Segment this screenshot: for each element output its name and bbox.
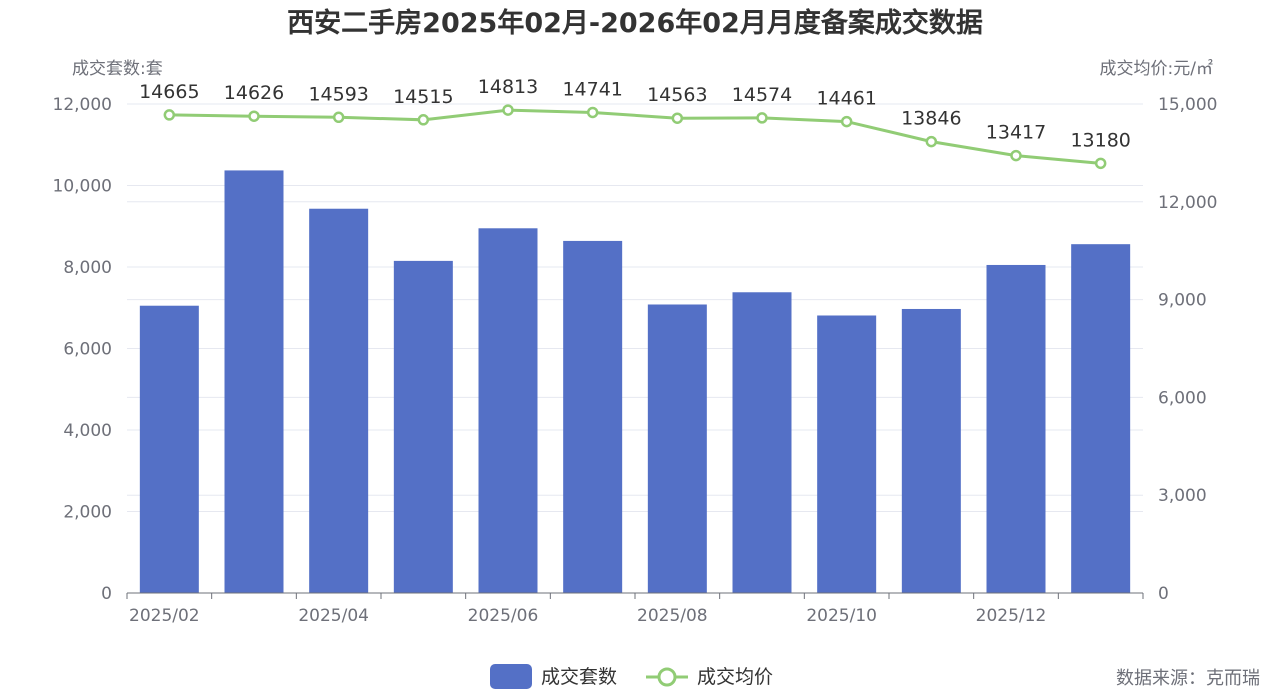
line-series: 14665 14626 14593 14515 14813 14741 14563 14574… xyxy=(139,76,1131,170)
left-tick-label: 2,000 xyxy=(63,503,112,523)
legend-bar-swatch xyxy=(490,664,532,689)
right-tick-label: 0 xyxy=(1158,584,1169,604)
bar xyxy=(986,264,1046,593)
left-tick-label: 0 xyxy=(101,584,112,604)
bar xyxy=(478,228,538,593)
bar xyxy=(563,240,623,594)
price-point xyxy=(502,104,514,116)
left-tick-label: 10,000 xyxy=(53,177,112,197)
source-note: 数据来源：克而瑞 xyxy=(1116,668,1260,689)
right-tick-label: 6,000 xyxy=(1158,388,1207,408)
x-tick-label: 2025/02 xyxy=(129,606,200,626)
legend-line-marker xyxy=(657,667,677,687)
bar xyxy=(901,308,961,593)
bar xyxy=(309,208,369,594)
price-data-label: 13846 xyxy=(901,108,961,130)
price-data-label: 13417 xyxy=(986,122,1046,144)
price-point xyxy=(332,111,345,124)
right-tick-label: 12,000 xyxy=(1158,193,1217,213)
legend-bar-label: 成交套数 xyxy=(541,666,617,688)
price-data-label: 14461 xyxy=(816,88,876,110)
right-tick-label: 9,000 xyxy=(1158,291,1207,311)
price-point xyxy=(840,115,853,128)
price-point xyxy=(586,106,599,119)
price-data-label: 14563 xyxy=(647,84,707,106)
price-point xyxy=(417,114,430,126)
price-line xyxy=(169,108,1101,165)
price-data-label: 14626 xyxy=(224,82,284,104)
price-point xyxy=(163,109,176,121)
price-point xyxy=(1010,149,1022,162)
price-point xyxy=(925,135,938,148)
price-point xyxy=(248,110,260,122)
left-tick-label: 12,000 xyxy=(53,95,112,115)
price-point xyxy=(756,112,768,124)
x-tick-label: 2025/10 xyxy=(806,606,877,626)
price-point xyxy=(671,112,684,124)
grid-lines xyxy=(127,103,1143,512)
left-axis-ticks: 0 2,000 4,000 6,000 8,000 10,000 12,000 xyxy=(53,95,112,604)
x-tick-label: 2025/04 xyxy=(298,606,369,626)
chart-title: 西安二手房2025年02月-2026年02月月度备案成交数据 xyxy=(287,7,983,39)
price-data-label: 14593 xyxy=(308,83,368,105)
left-axis-label: 成交套数:套 xyxy=(72,59,163,79)
price-point xyxy=(1094,157,1107,170)
bar-series xyxy=(139,170,1131,594)
left-tick-label: 6,000 xyxy=(63,340,112,360)
left-tick-label: 8,000 xyxy=(63,258,112,278)
price-data-label: 14741 xyxy=(562,78,622,100)
right-axis-ticks: 0 3,000 6,000 9,000 12,000 15,000 xyxy=(1158,95,1217,604)
right-tick-label: 3,000 xyxy=(1158,486,1207,506)
price-data-label: 14813 xyxy=(478,76,538,98)
legend[interactable]: 成交套数 成交均价 xyxy=(490,664,773,689)
bar xyxy=(732,292,792,593)
bar xyxy=(393,260,453,593)
x-axis: 2025/02 2025/04 2025/06 2025/08 2025/10 2025/… xyxy=(126,592,1144,626)
bar xyxy=(224,170,284,594)
bar xyxy=(647,304,707,593)
left-tick-label: 4,000 xyxy=(63,421,112,441)
x-tick-label: 2025/08 xyxy=(637,606,708,626)
price-data-label: 14574 xyxy=(732,84,792,106)
right-axis-label: 成交均价:元/㎡ xyxy=(1100,59,1213,79)
price-data-label: 14515 xyxy=(393,86,453,108)
price-data-label: 13180 xyxy=(1070,129,1130,151)
right-tick-label: 15,000 xyxy=(1158,95,1217,115)
x-tick-label: 2025/06 xyxy=(468,606,539,626)
legend-line-label: 成交均价 xyxy=(697,666,773,688)
x-tick-label: 2025/12 xyxy=(976,606,1047,626)
price-data-label: 14665 xyxy=(139,81,199,103)
bar xyxy=(817,315,877,593)
bar xyxy=(139,305,199,593)
bar xyxy=(1071,244,1131,593)
